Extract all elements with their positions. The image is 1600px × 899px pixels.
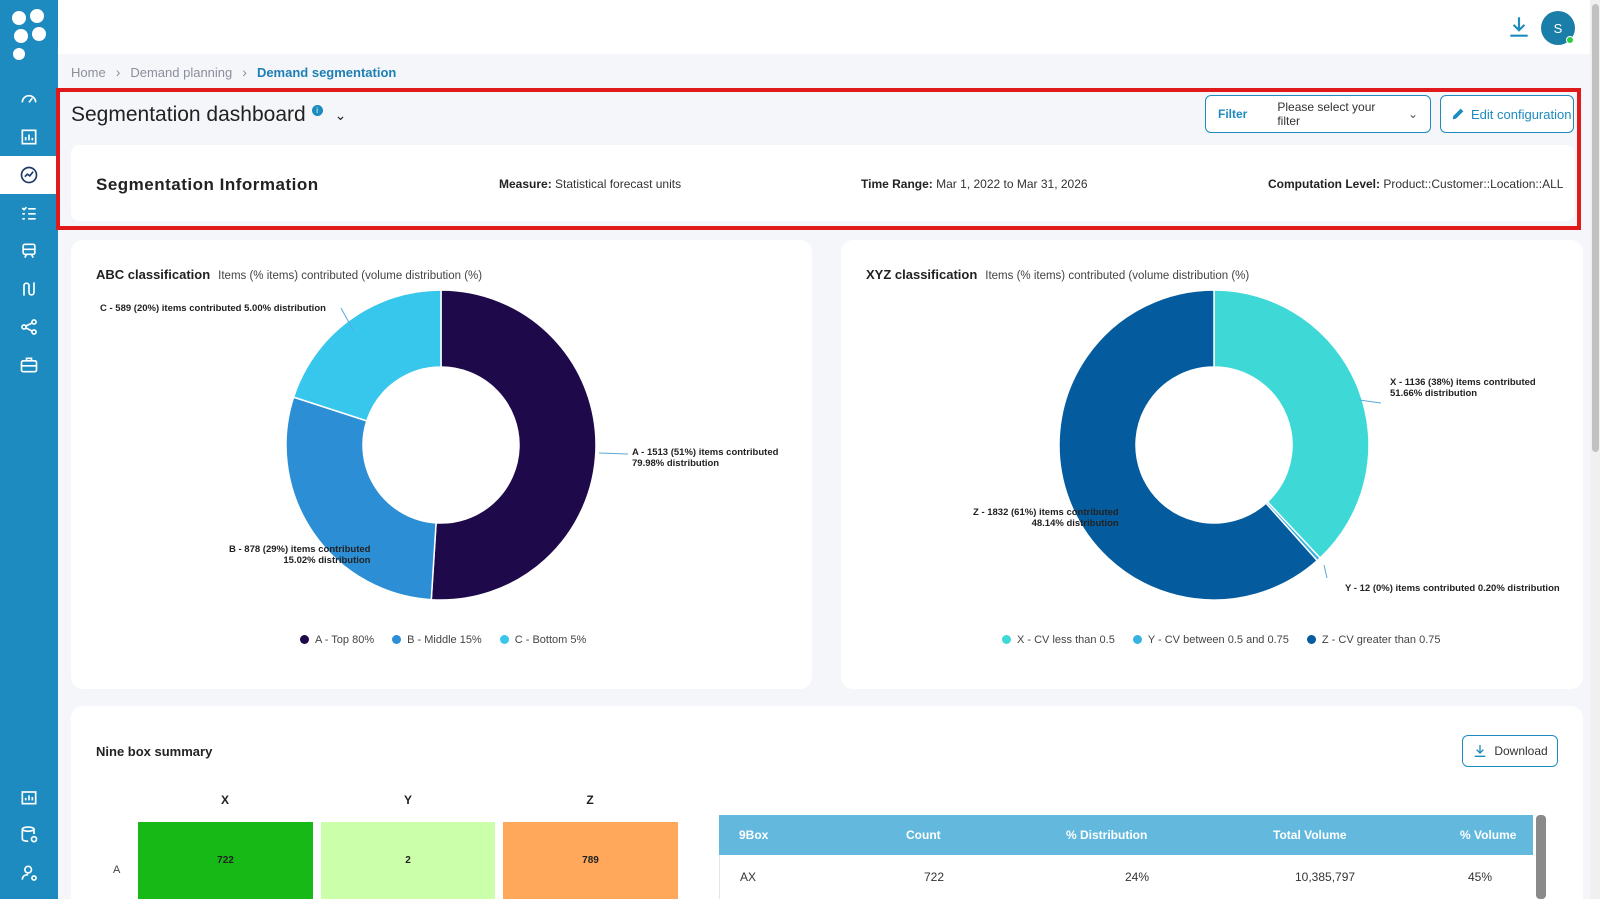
ninebox-cell-ay[interactable]: 2 <box>321 822 495 899</box>
abc-label-a: A - 1513 (51%) items contributed 79.98% d… <box>632 447 779 469</box>
chevron-right-icon: › <box>115 64 121 80</box>
nav-user-settings-icon[interactable] <box>0 854 58 892</box>
nav-shipping-icon[interactable] <box>0 232 58 270</box>
abc-chart-title: ABC classification Items (% items) contri… <box>96 267 483 282</box>
download-label: Download <box>1494 744 1548 758</box>
ninebox-col-x: X <box>220 793 229 807</box>
filter-select[interactable]: Filter Please select your filter ⌄ <box>1205 95 1431 133</box>
ninebox-col-y: Y <box>403 793 412 807</box>
download-icon <box>1474 745 1486 757</box>
table-scrollbar[interactable] <box>1536 815 1546 899</box>
legend-item-y[interactable]: Y - CV between 0.5 and 0.75 <box>1132 634 1289 646</box>
online-status-dot <box>1566 36 1574 44</box>
abc-label-c: C - 589 (20%) items contributed 5.00% di… <box>100 303 326 314</box>
page-scroll-thumb[interactable] <box>1592 4 1599 452</box>
dashboard-title-dropdown[interactable]: Segmentation dashboard i ⌄ <box>71 103 346 127</box>
abc-label-b: B - 878 (29%) items contributed 15.02% di… <box>229 544 371 566</box>
nine-box-title: Nine box summary <box>96 744 213 759</box>
nav-analytics-icon[interactable] <box>0 778 58 816</box>
computation-level-info: Computation Level: Product::Customer::Lo… <box>1268 177 1564 191</box>
breadcrumb-home[interactable]: Home <box>71 64 106 80</box>
highlight-annotation-box <box>56 88 1581 230</box>
xyz-chart-title: XYZ classification Items (% items) contri… <box>866 267 1250 282</box>
nav-network-icon[interactable] <box>0 308 58 346</box>
edit-configuration-button[interactable]: Edit configuration <box>1440 95 1574 133</box>
abc-leader-c <box>340 307 354 331</box>
abc-donut-chart <box>285 290 629 601</box>
breadcrumb-current: Demand segmentation <box>256 64 397 80</box>
table-cell-distribution: 24% <box>1125 870 1150 884</box>
nav-briefcase-icon[interactable] <box>0 346 58 384</box>
nav-dashboard-gauge-icon[interactable] <box>0 80 58 118</box>
download-button[interactable]: Download <box>1462 735 1558 767</box>
xyz-legend: X - CV less than 0.5 Y - CV between 0.5 … <box>1002 634 1441 646</box>
table-header-total-volume[interactable]: Total Volume <box>1273 828 1347 842</box>
table-cell-count: 722 <box>924 870 945 884</box>
chevron-right-icon: › <box>242 64 247 80</box>
legend-item-x[interactable]: X - CV less than 0.5 <box>1002 634 1115 646</box>
legend-item-z[interactable]: Z - CV greater than 0.75 <box>1306 634 1441 646</box>
nav-database-settings-icon[interactable] <box>0 816 58 854</box>
nav-demand-trend-icon[interactable] <box>0 156 58 194</box>
abc-legend: A - Top 80% B - Middle 15% C - Bottom 5% <box>300 634 586 646</box>
ninebox-cell-ax[interactable]: 722 <box>138 822 313 899</box>
ninebox-cell-az[interactable]: 789 <box>503 822 678 899</box>
xyz-slice-0[interactable] <box>1213 290 1370 560</box>
legend-item-b[interactable]: B - Middle 15% <box>392 634 482 646</box>
segmentation-info-card <box>71 145 1574 221</box>
measure-info: Measure: Statistical forecast units <box>499 177 682 191</box>
download-icon[interactable] <box>1506 14 1532 40</box>
table-header-9box[interactable]: 9Box <box>739 828 769 842</box>
chevron-down-icon[interactable]: ⌄ <box>334 106 347 123</box>
xyz-label-x: X - 1136 (38%) items contributed 51.66% d… <box>1390 377 1536 399</box>
info-icon[interactable]: i <box>311 104 323 116</box>
xyz-leader-x <box>1358 399 1382 404</box>
xyz-leader-y <box>1323 564 1328 579</box>
app-logo[interactable] <box>9 8 49 62</box>
time-range-info: Time Range: Mar 1, 2022 to Mar 31, 2026 <box>861 177 1088 191</box>
nav-route-icon[interactable] <box>0 270 58 308</box>
table-cell-volume: 45% <box>1468 870 1493 884</box>
chevron-down-icon: ⌄ <box>1407 107 1418 121</box>
abc-slice-0[interactable] <box>430 290 597 601</box>
abc-leader-a <box>598 452 629 455</box>
segmentation-info-title: Segmentation Information <box>96 175 319 194</box>
breadcrumb: Home › Demand planning › Demand segmenta… <box>71 64 396 80</box>
abc-slice-1[interactable] <box>285 396 437 601</box>
table-header-row: 9Box Count % Distribution Total Volume %… <box>719 815 1533 855</box>
table-cell-9box: AX <box>740 870 757 884</box>
table-cell-total-volume: 10,385,797 <box>1295 870 1356 884</box>
xyz-donut-chart <box>1058 290 1382 601</box>
xyz-label-y: Y - 12 (0%) items contributed 0.20% dist… <box>1345 583 1560 594</box>
xyz-slice-2[interactable] <box>1058 290 1319 601</box>
nav-reports-chart-icon[interactable] <box>0 118 58 156</box>
ninebox-col-z: Z <box>586 793 594 807</box>
legend-item-c[interactable]: C - Bottom 5% <box>499 634 586 646</box>
filter-label: Filter <box>1218 107 1248 121</box>
legend-item-a[interactable]: A - Top 80% <box>300 634 374 646</box>
filter-placeholder: Please select your filter <box>1277 100 1376 128</box>
table-row[interactable]: AX 722 24% 10,385,797 45% <box>719 855 1533 899</box>
breadcrumb-demand-planning[interactable]: Demand planning <box>130 64 233 80</box>
table-header-distribution[interactable]: % Distribution <box>1066 828 1148 842</box>
sidebar <box>0 0 58 899</box>
top-bar <box>58 0 1600 54</box>
abc-slice-2[interactable] <box>292 290 442 422</box>
xyz-label-z: Z - 1832 (61%) items contributed 48.14% d… <box>973 507 1119 529</box>
pencil-icon <box>1452 108 1464 120</box>
table-header-volume[interactable]: % Volume <box>1460 828 1517 842</box>
nav-tasks-list-icon[interactable] <box>0 194 58 232</box>
ninebox-row-a: A <box>113 864 121 876</box>
edit-configuration-label: Edit configuration <box>1471 106 1572 122</box>
table-header-count[interactable]: Count <box>906 828 941 842</box>
page-title: Segmentation dashboard <box>71 103 306 126</box>
